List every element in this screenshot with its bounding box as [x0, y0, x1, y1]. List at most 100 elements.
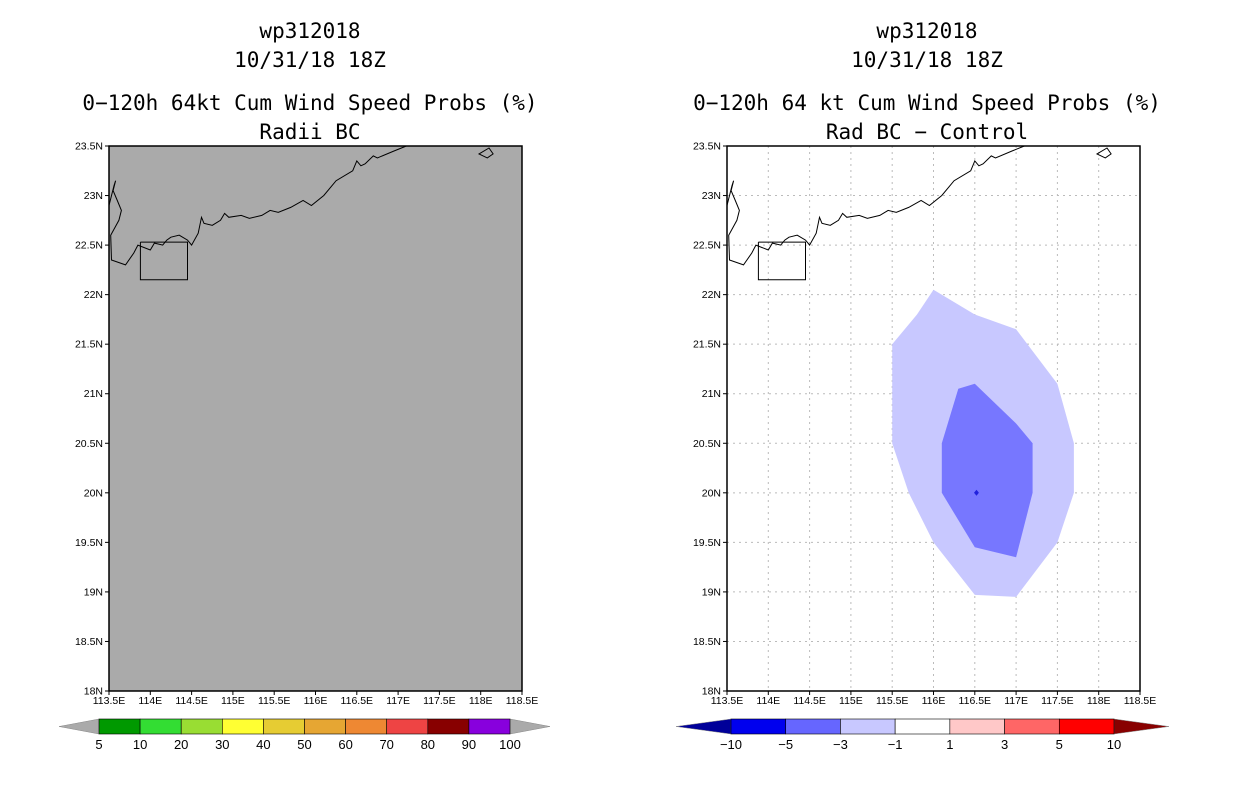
lat-tick-label: 21.5N: [693, 339, 721, 351]
lon-tick-label: 114.5E: [793, 695, 826, 707]
lat-tick-label: 18.5N: [75, 636, 103, 648]
colorbar-label: 10: [133, 737, 147, 752]
lon-tick-label: 113.5E: [711, 695, 744, 707]
colorbar-high-arrow: [1113, 718, 1170, 735]
right-title-storm-id: wp312018: [876, 19, 977, 43]
colorbar-swatch: [304, 718, 346, 735]
lat-tick-label: 21.5N: [75, 339, 103, 351]
lat-tick-label: 20.5N: [693, 438, 721, 450]
colorbar-high-arrow: [509, 718, 551, 735]
colorbar-swatch: [949, 718, 1005, 735]
right-difference-contours: [892, 289, 1074, 597]
coastline-island: [477, 147, 494, 159]
colorbar-label: 40: [256, 737, 270, 752]
lat-tick-label: 19.5N: [75, 537, 103, 549]
colorbar-label: 1: [946, 737, 953, 752]
lat-tick-label: 20.5N: [75, 438, 103, 450]
lon-tick-label: 114E: [138, 695, 162, 707]
colorbar-swatch: [180, 718, 223, 735]
lon-tick-label: 115.5E: [258, 695, 291, 707]
lat-tick-label: 19.5N: [693, 537, 721, 549]
lat-tick-label: 22N: [84, 289, 103, 301]
lat-tick-label: 23N: [84, 190, 103, 202]
colorbar-label: 50: [297, 737, 311, 752]
lon-tick-label: 115E: [221, 695, 245, 707]
colorbar-label: −3: [833, 737, 848, 752]
right-title-subtitle: Rad BC − Control: [826, 120, 1028, 144]
colorbar-label: −5: [778, 737, 793, 752]
colorbar-label: 5: [1056, 737, 1063, 752]
lon-tick-label: 116.5E: [959, 695, 992, 707]
lon-tick-label: 118E: [469, 695, 493, 707]
colorbar-label: 30: [215, 737, 229, 752]
colorbar-swatch: [468, 718, 511, 735]
colorbar-label: −1: [888, 737, 903, 752]
right-title-product: 0−120h 64 kt Cum Wind Speed Probs (%): [693, 91, 1161, 115]
colorbar-swatch: [386, 718, 429, 735]
lat-tick-label: 23.5N: [693, 141, 721, 153]
lat-tick-label: 23N: [702, 190, 721, 202]
colorbar-label: −10: [720, 737, 742, 752]
lon-tick-label: 117.5E: [423, 695, 456, 707]
lat-tick-label: 19N: [84, 586, 103, 598]
colorbar-swatch: [263, 718, 305, 735]
lat-tick-label: 22N: [702, 289, 721, 301]
lat-tick-label: 18N: [702, 686, 721, 698]
colorbar-label: 3: [1001, 737, 1008, 752]
left-title-product: 0−120h 64kt Cum Wind Speed Probs (%): [82, 91, 537, 115]
lon-tick-label: 114E: [756, 695, 780, 707]
lat-tick-label: 19N: [702, 586, 721, 598]
left-lat-ticks: 23.5N 23N 22.5N 22N 21.5N 21N 20.5N 20N 19.5N 19N…: [75, 141, 109, 698]
left-title-subtitle: Radii BC: [259, 120, 360, 144]
colorbar-swatch: [98, 718, 141, 735]
contour-region: [941, 383, 1033, 558]
lon-tick-label: 117.5E: [1041, 695, 1074, 707]
colorbar-label: 80: [421, 737, 435, 752]
lat-tick-label: 18N: [84, 686, 103, 698]
lat-tick-label: 21N: [702, 388, 721, 400]
colorbar-low-arrow: [58, 718, 100, 735]
coastline-mainland: [108, 145, 407, 266]
colorbar-label: 20: [174, 737, 188, 752]
right-lat-ticks: 23.5N 23N 22.5N 22N 21.5N 21N 20.5N 20N 19.5N 19N…: [693, 141, 727, 698]
lat-tick-label: 20N: [84, 487, 103, 499]
right-lon-ticks: 113.5E 114E 114.5E 115E 115.5E 116E 116.5E 117E…: [711, 691, 1157, 707]
lon-tick-label: 115.5E: [876, 695, 909, 707]
colorbar-label: 90: [462, 737, 476, 752]
lon-tick-label: 116E: [304, 695, 328, 707]
colorbar-label: 5: [95, 737, 102, 752]
hong-kong-boundary: [757, 241, 806, 281]
lat-tick-label: 22.5N: [693, 240, 721, 252]
left-map-background: [109, 146, 522, 691]
coastline-mainland: [726, 145, 1025, 266]
lon-tick-label: 113.5E: [93, 695, 126, 707]
colorbar-swatch: [345, 718, 388, 735]
colorbar-low-arrow: [675, 718, 732, 735]
lat-tick-label: 23.5N: [75, 141, 103, 153]
lon-tick-label: 114.5E: [175, 695, 208, 707]
left-colorbar: 5 10 20 30 40 50 60 70 80 90 100: [58, 718, 551, 752]
colorbar-swatch: [139, 718, 182, 735]
colorbar-label: 100: [499, 737, 521, 752]
lon-tick-label: 117E: [1004, 695, 1028, 707]
lat-tick-label: 21N: [84, 388, 103, 400]
lon-tick-label: 118.5E: [506, 695, 539, 707]
colorbar-label: 10: [1107, 737, 1121, 752]
left-coastline: [108, 145, 494, 281]
right-gridlines: [727, 146, 1140, 691]
colorbar-swatch: [894, 718, 951, 735]
lon-tick-label: 117E: [386, 695, 410, 707]
lon-tick-label: 118.5E: [1124, 695, 1157, 707]
lon-tick-label: 115E: [839, 695, 863, 707]
right-title-date: 10/31/18 18Z: [851, 48, 1003, 72]
panel-rad-bc-minus-control: wp312018 10/31/18 18Z 0−120h 64 kt Cum W…: [675, 19, 1170, 752]
colorbar-label: 60: [338, 737, 352, 752]
lat-tick-label: 22.5N: [75, 240, 103, 252]
left-title-storm-id: wp312018: [259, 19, 360, 43]
colorbar-label: 70: [379, 737, 393, 752]
contour-region: [974, 489, 979, 496]
lat-tick-label: 18.5N: [693, 636, 721, 648]
colorbar-swatch: [730, 718, 787, 735]
colorbar-swatch: [840, 718, 896, 735]
